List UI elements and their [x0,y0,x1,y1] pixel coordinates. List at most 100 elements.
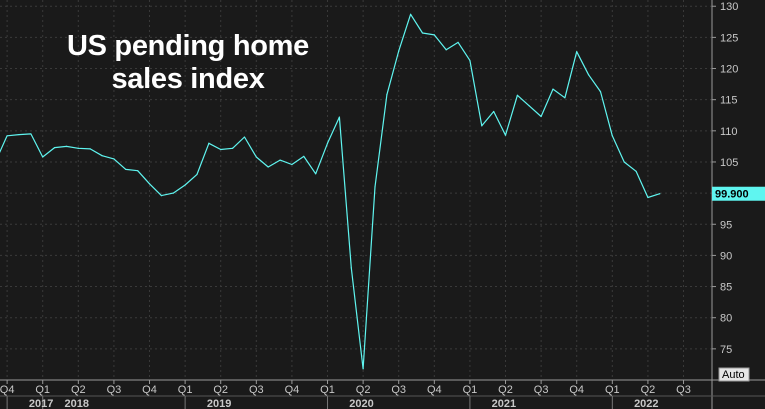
data-point [125,168,127,171]
x-year-label: 2022 [634,398,658,409]
data-point [576,51,578,53]
data-point [160,195,162,197]
x-quarter-label: Q3 [107,384,122,396]
auto-button[interactable] [718,367,750,382]
y-tick-label: 130 [720,1,738,13]
x-quarter-label: Q2 [71,384,86,396]
data-point [350,267,352,269]
data-point [18,133,20,136]
data-point [635,170,637,172]
last-value-badge [712,186,765,201]
data-point [196,173,198,176]
data-point [564,97,566,99]
data-point [587,74,590,76]
data-point [398,50,400,52]
data-point [137,170,139,172]
data-point [291,163,293,166]
data-point [53,147,56,149]
series-lines [0,13,661,370]
data-point [243,136,246,138]
y-tick-label: 105 [720,157,738,169]
data-point [231,147,234,149]
x-quarter-label: Q4 [569,384,584,396]
x-year-label: 2019 [207,398,231,409]
data-point [386,94,388,96]
data-point [623,161,625,163]
data-point [220,148,222,151]
y-tick-label: 115 [720,95,738,107]
chart-title-line-2: sales index [111,63,265,95]
x-quarter-label: Q4 [285,384,300,396]
y-tick-label: 125 [720,32,738,44]
data-point [101,155,103,157]
data-point [208,142,210,144]
data-point [89,148,91,150]
data-point [374,186,376,188]
x-quarter-label: Q1 [35,384,50,396]
data-point [481,125,483,127]
x-quarter-label: Q2 [641,384,656,396]
x-quarter-label: Q1 [463,384,478,396]
data-point [267,166,269,168]
data-point [409,13,412,15]
y-tick-label: 120 [720,64,738,76]
data-point [148,183,151,185]
x-quarter-label: Q4 [0,384,14,396]
x-quarter-label: Q3 [676,384,691,396]
data-point [540,115,542,118]
y-tick-label: 95 [720,219,732,231]
x-quarter-label: Q3 [391,384,406,396]
data-point [172,192,174,194]
data-point [516,94,518,96]
x-year-label: 2021 [492,398,516,409]
x-quarter-label: Q2 [213,384,228,396]
data-point [421,32,424,34]
data-point [65,145,68,147]
data-point [6,135,8,137]
last-value-label: 99.900 [715,189,749,201]
y-tick-label: 85 [720,282,732,294]
data-point [469,59,471,62]
data-point [504,134,507,136]
chart-title: US pending home sales index [38,30,338,96]
chart-title-line-1: US pending home [66,30,309,62]
data-point [433,34,435,36]
data-point [326,142,329,144]
x-quarter-label: Q1 [178,384,193,396]
data-point [315,173,317,175]
x-year-label: 2018 [64,398,88,409]
data-point [303,155,305,157]
data-point [457,41,459,43]
x-year-label: 2020 [349,398,373,409]
data-point [552,88,554,90]
x-quarter-label: Q4 [427,384,442,396]
data-point [647,196,649,199]
data-point [599,90,602,93]
auto-button-label: Auto [722,369,745,381]
x-quarter-label: Q1 [320,384,335,396]
data-point [30,133,32,135]
data-point [184,184,186,186]
data-point [77,147,79,149]
x-quarter-label: Q4 [142,384,157,396]
data-point [493,110,495,113]
x-year-label: 2017 [29,398,53,409]
x-quarter-label: Q3 [249,384,264,396]
data-point [528,105,530,107]
data-point [42,156,44,158]
data-point [338,116,340,118]
data-point [255,156,257,158]
data-point [362,368,364,370]
data-point [611,135,613,137]
data-point [445,49,447,51]
x-quarter-label: Q1 [605,384,620,396]
x-quarter-label: Q2 [356,384,371,396]
grid-lines [0,0,712,380]
x-quarter-label: Q2 [498,384,513,396]
data-point [279,159,281,161]
y-tick-label: 90 [720,250,732,262]
